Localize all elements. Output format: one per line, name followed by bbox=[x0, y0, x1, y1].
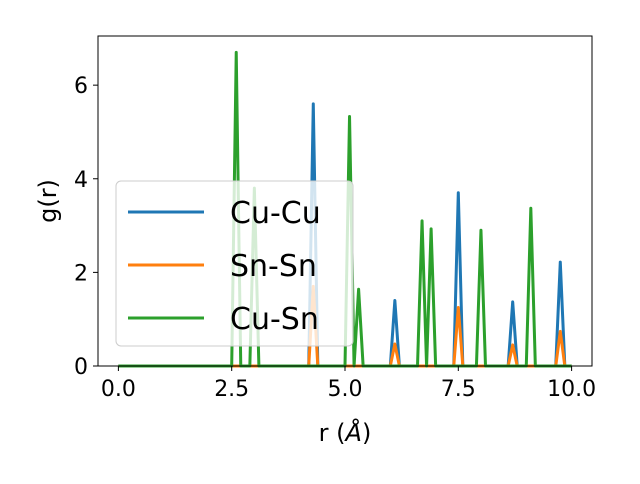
y-tick-label: 6 bbox=[74, 74, 88, 99]
legend: Cu-Cu Sn-Sn Cu-Sn bbox=[115, 180, 354, 347]
legend-box bbox=[115, 180, 354, 347]
y-tick-label: 4 bbox=[74, 168, 88, 193]
x-axis-label-unit: Å bbox=[344, 418, 362, 447]
y-axis-label: g(r) bbox=[34, 179, 62, 223]
legend-label-cu-cu: Cu-Cu bbox=[230, 196, 321, 231]
x-tick-label: 10.0 bbox=[547, 377, 596, 402]
y-tick-label: 0 bbox=[74, 355, 88, 380]
y-axis-ticks: 0 2 4 6 bbox=[74, 74, 98, 380]
x-tick-label: 5.0 bbox=[328, 377, 363, 402]
legend-label-cu-sn: Cu-Sn bbox=[230, 302, 319, 337]
x-axis-label: r (Å) bbox=[319, 418, 372, 447]
x-tick-label: 2.5 bbox=[214, 377, 249, 402]
y-tick-label: 2 bbox=[74, 261, 88, 286]
x-axis-ticks: 0.0 2.5 5.0 7.5 10.0 bbox=[101, 366, 596, 402]
x-tick-label: 7.5 bbox=[441, 377, 476, 402]
x-axis-label-text: r ( bbox=[319, 419, 346, 447]
x-axis-label-close: ) bbox=[362, 419, 371, 447]
x-tick-label: 0.0 bbox=[101, 377, 136, 402]
legend-label-sn-sn: Sn-Sn bbox=[230, 249, 317, 284]
